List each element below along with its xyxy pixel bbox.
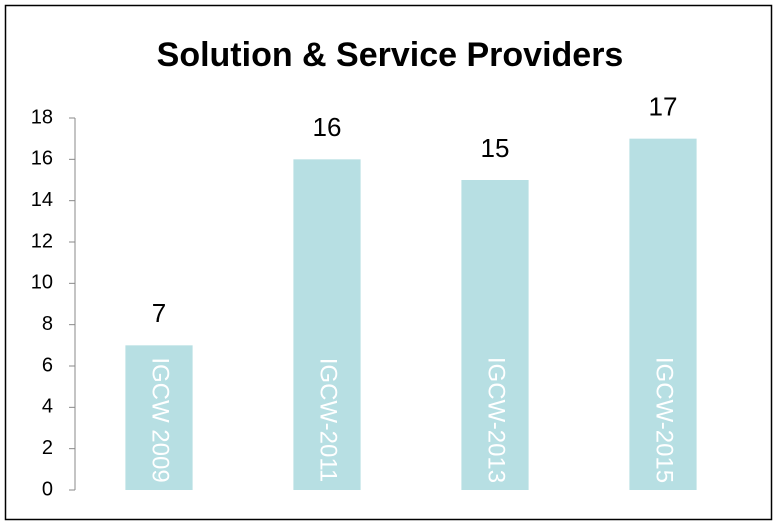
- category-label: IGCW 2009: [147, 357, 174, 482]
- y-tick-label: 8: [42, 313, 53, 335]
- y-tick-label: 4: [42, 396, 53, 418]
- y-tick-label: 0: [42, 478, 53, 500]
- bar: [461, 180, 529, 490]
- category-label: IGCW-2011: [315, 358, 342, 483]
- plot-area: IGCW 2009 IGCW-2011 IGCW-2013 IGCW-2015: [125, 138, 697, 490]
- y-tick-label: 10: [31, 272, 53, 294]
- value-label: 17: [649, 92, 678, 122]
- y-tick-label: 6: [42, 354, 53, 376]
- value-label: 15: [481, 133, 510, 163]
- y-tick-label: 14: [31, 189, 53, 211]
- chart-title: Solution & Service Providers: [157, 36, 624, 74]
- category-label: IGCW-2015: [651, 357, 678, 483]
- bar: [629, 138, 697, 490]
- y-tick-label: 12: [31, 230, 53, 252]
- bar: [293, 159, 361, 490]
- y-tick-label: 2: [42, 437, 53, 459]
- bar: [125, 345, 193, 490]
- y-tick-label: 18: [31, 106, 53, 128]
- y-tick-label: 16: [31, 148, 53, 170]
- value-label: 16: [313, 112, 342, 142]
- value-label: 7: [152, 298, 166, 328]
- category-label: IGCW-2013: [483, 357, 510, 483]
